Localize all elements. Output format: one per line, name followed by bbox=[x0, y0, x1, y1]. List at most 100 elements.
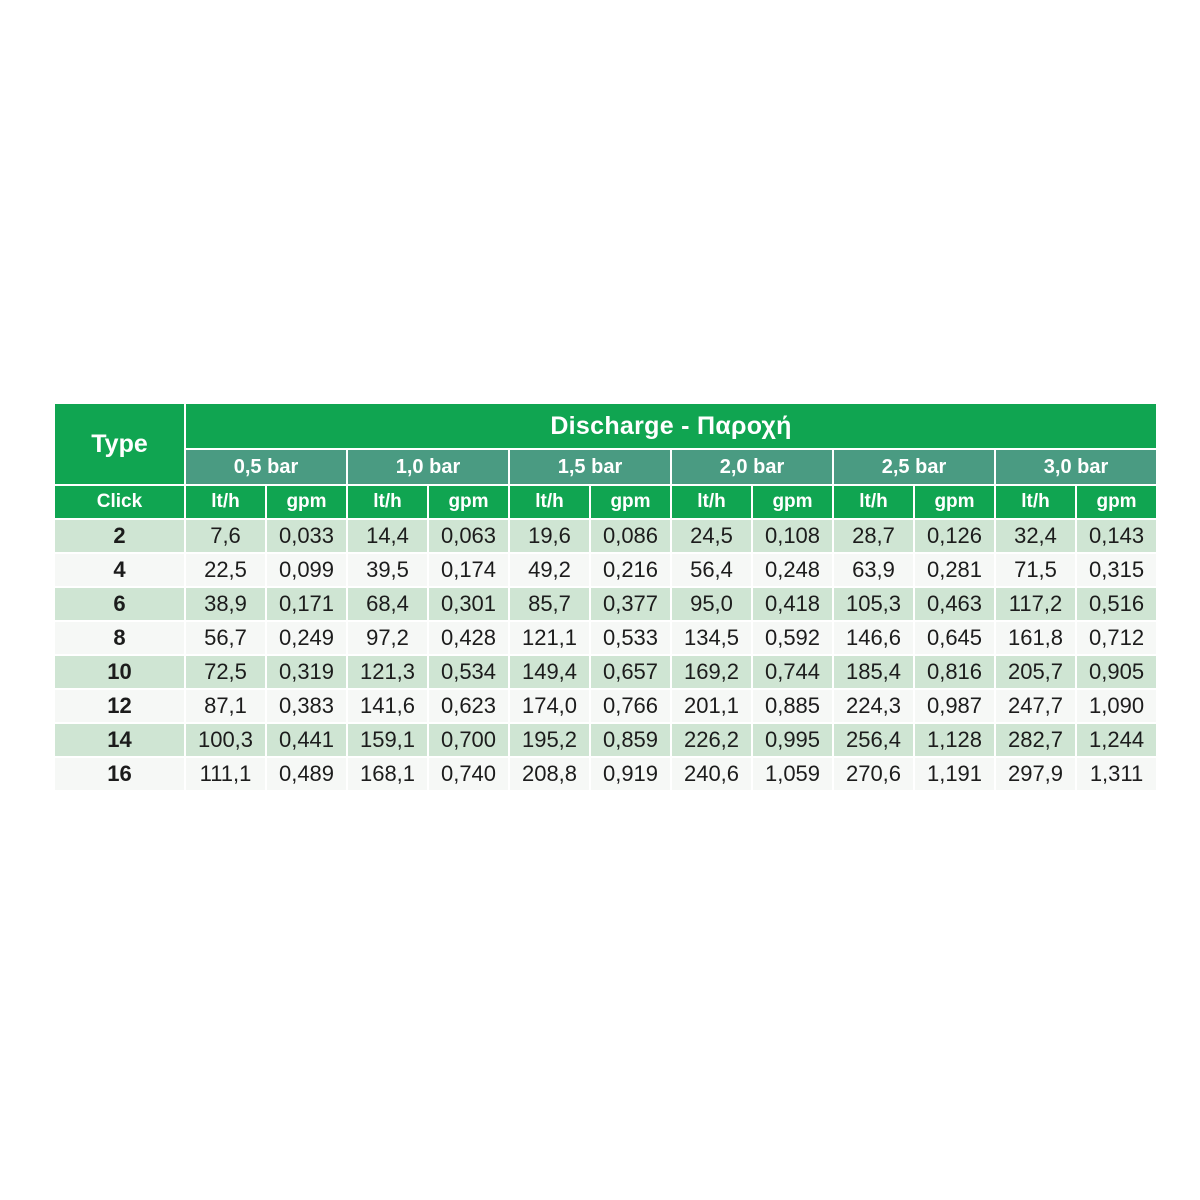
discharge-value-cell: 105,3 bbox=[834, 588, 913, 620]
discharge-value-cell: 146,6 bbox=[834, 622, 913, 654]
discharge-value-cell: 0,816 bbox=[915, 656, 994, 688]
discharge-value-cell: 0,383 bbox=[267, 690, 346, 722]
table-body: 2 7,6 0,033 14,4 0,063 19,6 0,086 24,5 0,108 28,7… bbox=[55, 520, 1157, 790]
discharge-value-cell: 121,3 bbox=[348, 656, 427, 688]
discharge-value-cell: 0,534 bbox=[429, 656, 508, 688]
discharge-value-cell: 0,995 bbox=[753, 724, 832, 756]
discharge-value-cell: 28,7 bbox=[834, 520, 913, 552]
discharge-value-cell: 0,281 bbox=[915, 554, 994, 586]
table-head: Type Discharge - Παροχή 0,5 bar 1,0 bar … bbox=[55, 404, 1157, 518]
discharge-value-cell: 0,216 bbox=[591, 554, 670, 586]
discharge-value-cell: 72,5 bbox=[186, 656, 265, 688]
discharge-value-cell: 0,489 bbox=[267, 758, 346, 790]
discharge-value-cell: 161,8 bbox=[996, 622, 1075, 654]
discharge-value-cell: 1,059 bbox=[753, 758, 832, 790]
discharge-value-cell: 0,063 bbox=[429, 520, 508, 552]
discharge-value-cell: 14,4 bbox=[348, 520, 427, 552]
table-row: 8 56,7 0,249 97,2 0,428 121,1 0,533 134,5 0,592 1… bbox=[55, 622, 1157, 654]
discharge-value-cell: 0,859 bbox=[591, 724, 670, 756]
discharge-value-cell: 1,191 bbox=[915, 758, 994, 790]
discharge-value-cell: 0,143 bbox=[1077, 520, 1157, 552]
click-value-cell: 6 bbox=[55, 588, 184, 620]
discharge-value-cell: 85,7 bbox=[510, 588, 589, 620]
unit-header-11: gpm bbox=[1077, 486, 1157, 518]
click-value-cell: 10 bbox=[55, 656, 184, 688]
discharge-value-cell: 56,4 bbox=[672, 554, 751, 586]
discharge-value-cell: 297,9 bbox=[996, 758, 1075, 790]
table-row: 4 22,5 0,099 39,5 0,174 49,2 0,216 56,4 0,248 63,… bbox=[55, 554, 1157, 586]
discharge-value-cell: 24,5 bbox=[672, 520, 751, 552]
discharge-value-cell: 39,5 bbox=[348, 554, 427, 586]
discharge-value-cell: 159,1 bbox=[348, 724, 427, 756]
discharge-value-cell: 208,8 bbox=[510, 758, 589, 790]
discharge-value-cell: 0,766 bbox=[591, 690, 670, 722]
discharge-value-cell: 22,5 bbox=[186, 554, 265, 586]
discharge-table-container: Type Discharge - Παροχή 0,5 bar 1,0 bar … bbox=[53, 402, 1159, 792]
unit-header-2: lt/h bbox=[348, 486, 427, 518]
discharge-value-cell: 0,441 bbox=[267, 724, 346, 756]
table-row: 10 72,5 0,319 121,3 0,534 149,4 0,657 169,2 0,74… bbox=[55, 656, 1157, 688]
discharge-value-cell: 0,463 bbox=[915, 588, 994, 620]
click-value-cell: 16 bbox=[55, 758, 184, 790]
discharge-value-cell: 0,744 bbox=[753, 656, 832, 688]
discharge-value-cell: 7,6 bbox=[186, 520, 265, 552]
discharge-title-cell: Discharge - Παροχή bbox=[186, 404, 1157, 448]
discharge-value-cell: 168,1 bbox=[348, 758, 427, 790]
click-value-cell: 2 bbox=[55, 520, 184, 552]
discharge-value-cell: 111,1 bbox=[186, 758, 265, 790]
discharge-value-cell: 0,099 bbox=[267, 554, 346, 586]
discharge-value-cell: 0,033 bbox=[267, 520, 346, 552]
discharge-value-cell: 38,9 bbox=[186, 588, 265, 620]
discharge-value-cell: 0,740 bbox=[429, 758, 508, 790]
unit-header-1: gpm bbox=[267, 486, 346, 518]
discharge-value-cell: 134,5 bbox=[672, 622, 751, 654]
discharge-table: Type Discharge - Παροχή 0,5 bar 1,0 bar … bbox=[53, 402, 1159, 792]
discharge-value-cell: 205,7 bbox=[996, 656, 1075, 688]
click-header-cell: Click bbox=[55, 486, 184, 518]
discharge-value-cell: 0,086 bbox=[591, 520, 670, 552]
discharge-value-cell: 0,108 bbox=[753, 520, 832, 552]
discharge-value-cell: 0,905 bbox=[1077, 656, 1157, 688]
discharge-value-cell: 87,1 bbox=[186, 690, 265, 722]
discharge-value-cell: 1,128 bbox=[915, 724, 994, 756]
discharge-value-cell: 174,0 bbox=[510, 690, 589, 722]
pressure-header-3: 2,0 bar bbox=[672, 450, 832, 484]
unit-header-10: lt/h bbox=[996, 486, 1075, 518]
discharge-value-cell: 49,2 bbox=[510, 554, 589, 586]
table-row: 14 100,3 0,441 159,1 0,700 195,2 0,859 226,2 0,9… bbox=[55, 724, 1157, 756]
discharge-value-cell: 95,0 bbox=[672, 588, 751, 620]
header-row-units: Click lt/h gpm lt/h gpm lt/h gpm lt/h gp… bbox=[55, 486, 1157, 518]
discharge-value-cell: 0,987 bbox=[915, 690, 994, 722]
discharge-value-cell: 0,418 bbox=[753, 588, 832, 620]
discharge-value-cell: 0,174 bbox=[429, 554, 508, 586]
discharge-value-cell: 0,126 bbox=[915, 520, 994, 552]
discharge-value-cell: 256,4 bbox=[834, 724, 913, 756]
discharge-value-cell: 201,1 bbox=[672, 690, 751, 722]
click-value-cell: 4 bbox=[55, 554, 184, 586]
discharge-value-cell: 1,244 bbox=[1077, 724, 1157, 756]
discharge-value-cell: 0,623 bbox=[429, 690, 508, 722]
unit-header-3: gpm bbox=[429, 486, 508, 518]
unit-header-9: gpm bbox=[915, 486, 994, 518]
discharge-value-cell: 0,645 bbox=[915, 622, 994, 654]
pressure-header-4: 2,5 bar bbox=[834, 450, 994, 484]
unit-header-7: gpm bbox=[753, 486, 832, 518]
discharge-value-cell: 0,533 bbox=[591, 622, 670, 654]
unit-header-5: gpm bbox=[591, 486, 670, 518]
click-value-cell: 12 bbox=[55, 690, 184, 722]
discharge-value-cell: 0,377 bbox=[591, 588, 670, 620]
discharge-value-cell: 0,516 bbox=[1077, 588, 1157, 620]
unit-header-0: lt/h bbox=[186, 486, 265, 518]
discharge-value-cell: 19,6 bbox=[510, 520, 589, 552]
discharge-value-cell: 185,4 bbox=[834, 656, 913, 688]
discharge-value-cell: 224,3 bbox=[834, 690, 913, 722]
click-value-cell: 14 bbox=[55, 724, 184, 756]
discharge-value-cell: 0,885 bbox=[753, 690, 832, 722]
discharge-value-cell: 0,248 bbox=[753, 554, 832, 586]
discharge-value-cell: 226,2 bbox=[672, 724, 751, 756]
unit-header-4: lt/h bbox=[510, 486, 589, 518]
discharge-value-cell: 0,428 bbox=[429, 622, 508, 654]
type-header-cell: Type bbox=[55, 404, 184, 484]
discharge-value-cell: 0,319 bbox=[267, 656, 346, 688]
